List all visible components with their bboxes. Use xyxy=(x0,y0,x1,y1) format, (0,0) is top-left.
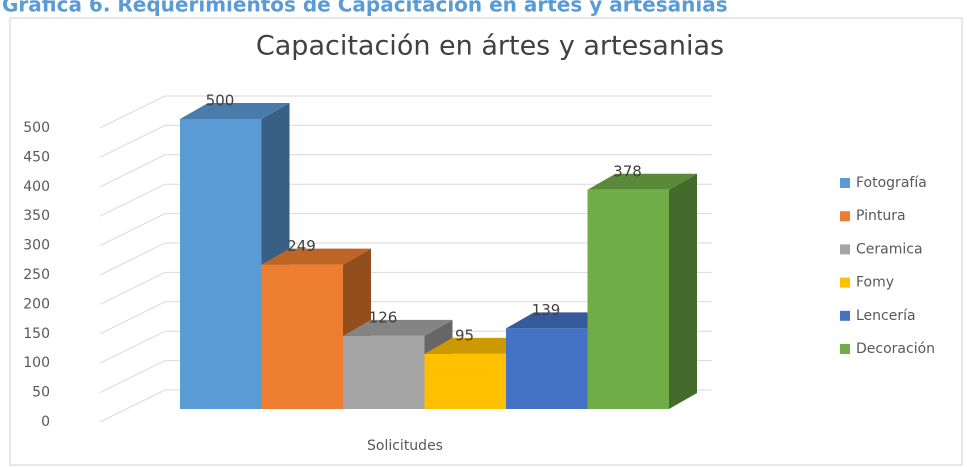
data-label: 95 xyxy=(455,326,474,344)
data-label: 378 xyxy=(613,162,642,180)
grid-line xyxy=(99,124,712,158)
bar xyxy=(261,264,343,409)
y-tick-label: 400 xyxy=(23,179,50,195)
grid-line xyxy=(99,183,712,217)
page-heading: Gráfica 6. Requerimientos de Capacitació… xyxy=(2,0,728,17)
bar xyxy=(343,335,425,409)
x-tick-label: Solicitudes xyxy=(367,438,443,454)
grid-line xyxy=(99,154,712,188)
legend-label: Fomy xyxy=(856,275,894,291)
legend-label: Ceramica xyxy=(856,241,923,257)
bar-top xyxy=(180,103,290,119)
legend-swatch xyxy=(840,244,850,255)
legend-swatch xyxy=(840,211,850,222)
grid-line xyxy=(99,242,712,276)
grid-line xyxy=(99,271,712,305)
legend-label: Fotografía xyxy=(856,175,927,191)
bar-top xyxy=(587,173,697,190)
grid-line xyxy=(99,95,712,129)
chart-title: Capacitación en ártes y artesanias xyxy=(256,31,724,62)
legend-label: Decoración xyxy=(856,341,935,357)
y-tick-label: 50 xyxy=(32,385,50,401)
bar-side xyxy=(669,173,697,409)
data-label: 139 xyxy=(532,301,561,319)
data-label: 249 xyxy=(287,237,316,255)
bar-top xyxy=(261,248,371,265)
data-label: 500 xyxy=(206,92,235,110)
y-tick-label: 300 xyxy=(23,238,50,254)
bar xyxy=(587,189,669,409)
legend-swatch xyxy=(840,310,850,321)
bar xyxy=(506,328,588,409)
y-tick-label: 200 xyxy=(23,296,50,312)
legend-swatch xyxy=(840,277,850,288)
legend-label: Lencería xyxy=(856,308,916,324)
legend-swatch xyxy=(840,178,850,188)
grid-line xyxy=(99,213,712,247)
bar xyxy=(180,119,262,409)
bar-top xyxy=(343,319,453,336)
data-label: 126 xyxy=(369,308,398,326)
legend-swatch xyxy=(840,344,850,354)
y-tick-label: 150 xyxy=(23,326,50,342)
y-tick-label: 250 xyxy=(23,267,50,283)
y-tick-label: 450 xyxy=(23,149,50,165)
grid-line xyxy=(99,301,712,335)
y-tick-label: 0 xyxy=(41,414,50,430)
y-tick-label: 350 xyxy=(23,208,50,224)
legend-label: Pintura xyxy=(856,208,906,224)
y-tick-label: 500 xyxy=(23,120,50,136)
bar xyxy=(424,353,506,409)
y-tick-label: 100 xyxy=(23,355,50,371)
